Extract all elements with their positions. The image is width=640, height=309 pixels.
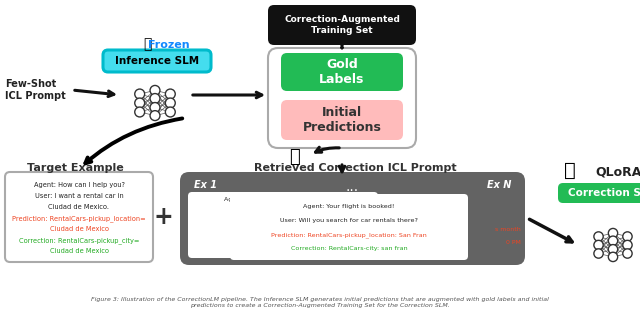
Circle shape	[150, 103, 160, 112]
Text: Retrieved Correction ICL Prompt: Retrieved Correction ICL Prompt	[253, 163, 456, 173]
FancyBboxPatch shape	[281, 100, 403, 140]
Circle shape	[623, 249, 632, 258]
Circle shape	[135, 98, 145, 108]
Text: User: I want a rental car in: User: I want a rental car in	[35, 193, 124, 199]
Circle shape	[165, 107, 175, 117]
FancyBboxPatch shape	[281, 53, 403, 91]
Text: Ciudad de Mexico: Ciudad de Mexico	[49, 248, 109, 254]
FancyBboxPatch shape	[188, 192, 378, 258]
Text: Agent: Your flight is booked!: Agent: Your flight is booked!	[303, 204, 395, 209]
Text: 🔍: 🔍	[290, 148, 300, 166]
Text: QLoRA: QLoRA	[595, 166, 640, 179]
Circle shape	[609, 228, 618, 238]
Circle shape	[609, 252, 618, 262]
Circle shape	[150, 86, 160, 95]
Text: Few-Shot
ICL Prompt: Few-Shot ICL Prompt	[5, 79, 66, 101]
FancyBboxPatch shape	[230, 194, 468, 260]
Text: Ciudad de Mexico: Ciudad de Mexico	[49, 226, 109, 232]
FancyBboxPatch shape	[268, 5, 416, 45]
Text: Prediction: RentalCars-pickup_location=: Prediction: RentalCars-pickup_location=	[12, 215, 146, 222]
Circle shape	[165, 98, 175, 108]
Text: Frozen: Frozen	[148, 40, 190, 50]
Text: +: +	[153, 205, 173, 229]
Text: Agent: How can I help you?: Agent: How can I help you?	[33, 182, 125, 188]
Text: ...: ...	[346, 180, 359, 194]
Text: Agent: When do you want to pick up?: Agent: When do you want to pick up?	[224, 197, 342, 202]
Circle shape	[135, 89, 145, 99]
FancyBboxPatch shape	[5, 172, 153, 262]
Circle shape	[165, 89, 175, 99]
Text: 0 PM: 0 PM	[506, 240, 521, 245]
Text: s month: s month	[495, 227, 521, 232]
Circle shape	[609, 236, 618, 245]
Circle shape	[150, 111, 160, 121]
Text: Correction: RentalCars-pickup_city=: Correction: RentalCars-pickup_city=	[19, 237, 139, 244]
Text: 🧊: 🧊	[143, 37, 151, 51]
Text: Correction: RentalCars-city: san fran: Correction: RentalCars-city: san fran	[291, 246, 407, 251]
Circle shape	[623, 232, 632, 241]
Text: Figure 3: Illustration of the CorrectionLM pipeline. The Inference SLM generates: Figure 3: Illustration of the Correction…	[91, 297, 549, 308]
Text: Ex 1: Ex 1	[194, 180, 217, 190]
Text: Ex N: Ex N	[486, 180, 511, 190]
Circle shape	[623, 240, 632, 250]
FancyBboxPatch shape	[180, 172, 525, 265]
FancyBboxPatch shape	[558, 183, 640, 203]
Text: Target Example: Target Example	[27, 163, 124, 173]
Circle shape	[594, 249, 604, 258]
Circle shape	[594, 232, 604, 241]
Circle shape	[609, 245, 618, 254]
FancyBboxPatch shape	[103, 50, 211, 72]
Text: Initial
Predictions: Initial Predictions	[303, 106, 381, 134]
Text: Ciudad de Mexico.: Ciudad de Mexico.	[49, 204, 109, 210]
Text: Correction SLM: Correction SLM	[568, 188, 640, 198]
Text: Inference SLM: Inference SLM	[115, 56, 199, 66]
Text: Prediction: RentalCars-pickup_location: San Fran: Prediction: RentalCars-pickup_location: …	[271, 232, 427, 238]
Text: Gold
Labels: Gold Labels	[319, 58, 365, 86]
FancyBboxPatch shape	[268, 48, 416, 148]
Text: Correction-Augmented
Training Set: Correction-Augmented Training Set	[284, 15, 400, 35]
Circle shape	[594, 240, 604, 250]
Text: 🔥: 🔥	[564, 160, 576, 180]
Circle shape	[150, 94, 160, 104]
Circle shape	[135, 107, 145, 117]
Text: User: Will you search for car rentals there?: User: Will you search for car rentals th…	[280, 218, 418, 223]
